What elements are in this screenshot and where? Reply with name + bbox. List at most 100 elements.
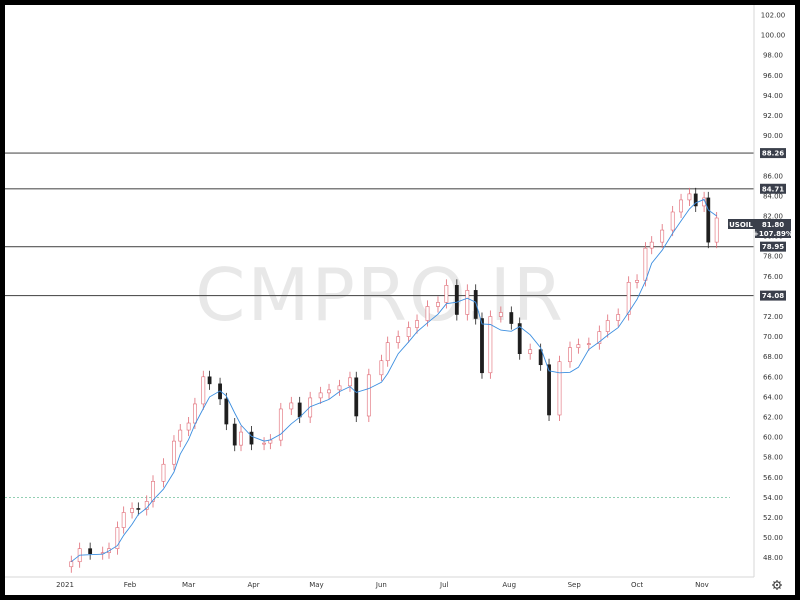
candle-body bbox=[687, 193, 692, 201]
x-axis-ticks: 2021 Feb Mar Apr May Jun Jul Aug Sep Oct Nov bbox=[56, 581, 709, 589]
candle-body bbox=[547, 364, 551, 416]
y-tick-label: 66.00 bbox=[763, 373, 783, 381]
candle-body bbox=[88, 548, 93, 554]
candle-body bbox=[186, 422, 191, 431]
y-tick-label: 54.00 bbox=[763, 494, 783, 502]
candle-body bbox=[318, 392, 323, 399]
y-tick-label: 70.00 bbox=[763, 333, 783, 341]
candle-body bbox=[337, 385, 342, 391]
candle-body bbox=[268, 439, 273, 444]
x-tick-label: Sep bbox=[568, 581, 582, 589]
candle-body bbox=[136, 508, 141, 510]
y-axis-ticks: 102.00 100.00 98.00 96.00 94.00 92.00 90.00 88.… bbox=[761, 12, 786, 563]
price-label-bg bbox=[755, 219, 791, 238]
level-label-bg bbox=[760, 241, 786, 252]
moving-average bbox=[71, 198, 717, 563]
candle-body bbox=[354, 377, 359, 417]
gear-icon[interactable] bbox=[772, 580, 782, 590]
candle-body bbox=[635, 280, 639, 283]
candle-body bbox=[201, 376, 206, 405]
y-tick-label: 86.00 bbox=[763, 172, 783, 180]
candle-body bbox=[517, 323, 522, 354]
candle-body bbox=[224, 398, 229, 425]
y-tick-label: 98.00 bbox=[763, 52, 783, 60]
y-tick-label: 72.00 bbox=[763, 313, 783, 321]
candle-body bbox=[586, 343, 591, 345]
candle-body bbox=[528, 349, 533, 354]
candle-body bbox=[406, 327, 411, 337]
y-tick-label: 100.00 bbox=[761, 32, 786, 40]
candle-body bbox=[626, 282, 631, 315]
y-tick-label: 96.00 bbox=[763, 72, 783, 80]
level-label-bg bbox=[760, 290, 786, 301]
last-price: 81.80 bbox=[762, 221, 784, 229]
candle-body bbox=[193, 403, 197, 424]
y-tick-label: 92.00 bbox=[763, 112, 783, 120]
candle-body bbox=[232, 423, 237, 446]
candle-body bbox=[115, 527, 120, 549]
y-tick-label: 56.00 bbox=[763, 474, 783, 482]
y-tick-label: 48.00 bbox=[763, 554, 783, 562]
candle-body bbox=[509, 312, 514, 324]
candle-body bbox=[297, 402, 302, 418]
symbol-name: USOIL bbox=[729, 221, 753, 229]
candle-body bbox=[616, 314, 621, 321]
y-tick-label: 64.00 bbox=[763, 393, 783, 401]
candle-body bbox=[161, 463, 166, 482]
candle-body bbox=[706, 197, 711, 243]
candle-body bbox=[454, 285, 459, 315]
candle-body bbox=[278, 408, 283, 441]
level-label: 84.71 bbox=[762, 185, 784, 193]
symbol-label: USOIL 81.80 +107.89% bbox=[728, 219, 793, 238]
candle-body bbox=[262, 442, 266, 445]
price-chart[interactable]: CMPRO.IR 102.00 100.00 98.00 96.00 94.00 92.0… bbox=[5, 5, 795, 595]
y-tick-label: 102.00 bbox=[761, 12, 786, 20]
candle-body bbox=[207, 376, 212, 385]
y-tick-label: 94.00 bbox=[763, 92, 783, 100]
watermark: CMPRO.IR bbox=[195, 253, 565, 337]
x-tick-label: Feb bbox=[124, 581, 137, 589]
candle-body bbox=[379, 360, 384, 376]
candle-body bbox=[415, 320, 419, 328]
candle-body bbox=[239, 431, 243, 446]
y-tick-label: 52.00 bbox=[763, 514, 783, 522]
y-tick-label: 58.00 bbox=[763, 454, 783, 462]
level-label-bg bbox=[760, 183, 786, 194]
candle-body bbox=[702, 197, 706, 207]
candle-body bbox=[130, 508, 134, 513]
candle-body bbox=[249, 431, 254, 445]
x-tick-label: Apr bbox=[248, 581, 260, 589]
x-tick-label: 2021 bbox=[56, 581, 74, 589]
chart-frame[interactable]: CMPRO.IR 102.00 100.00 98.00 96.00 94.00 92.0… bbox=[5, 5, 795, 595]
candle-body bbox=[425, 306, 430, 321]
x-tick-label: Oct bbox=[631, 581, 643, 589]
candle-body bbox=[679, 199, 683, 213]
change-percent: +107.89% bbox=[753, 230, 793, 238]
x-tick-label: Mar bbox=[182, 581, 195, 589]
level-label: 78.95 bbox=[762, 243, 784, 251]
y-tick-label: 82.00 bbox=[763, 213, 783, 221]
candle-body bbox=[151, 481, 155, 502]
y-tick-label: 78.00 bbox=[763, 253, 783, 261]
candle-body bbox=[396, 336, 401, 343]
candle-body bbox=[605, 320, 610, 332]
candle-body bbox=[660, 229, 665, 243]
x-tick-label: Nov bbox=[695, 581, 709, 589]
candle-body bbox=[714, 217, 719, 243]
ma-line bbox=[71, 198, 717, 563]
level-label: 74.08 bbox=[762, 292, 784, 300]
y-tick-label: 68.00 bbox=[763, 353, 783, 361]
candle-body bbox=[385, 342, 390, 362]
candle-body bbox=[289, 402, 294, 410]
level-label-bg bbox=[760, 148, 786, 159]
candle-body bbox=[121, 512, 126, 528]
candle-body bbox=[538, 349, 543, 366]
level-labels: 88.26 84.71 78.95 74.08 bbox=[760, 148, 786, 301]
candle-body bbox=[444, 285, 449, 303]
y-tick-label: 50.00 bbox=[763, 534, 783, 542]
x-tick-label: Jul bbox=[439, 581, 449, 589]
candle-body bbox=[498, 312, 503, 317]
y-tick-label: 84.00 bbox=[763, 192, 783, 200]
level-label: 88.26 bbox=[762, 150, 784, 158]
candle-body bbox=[473, 290, 478, 319]
